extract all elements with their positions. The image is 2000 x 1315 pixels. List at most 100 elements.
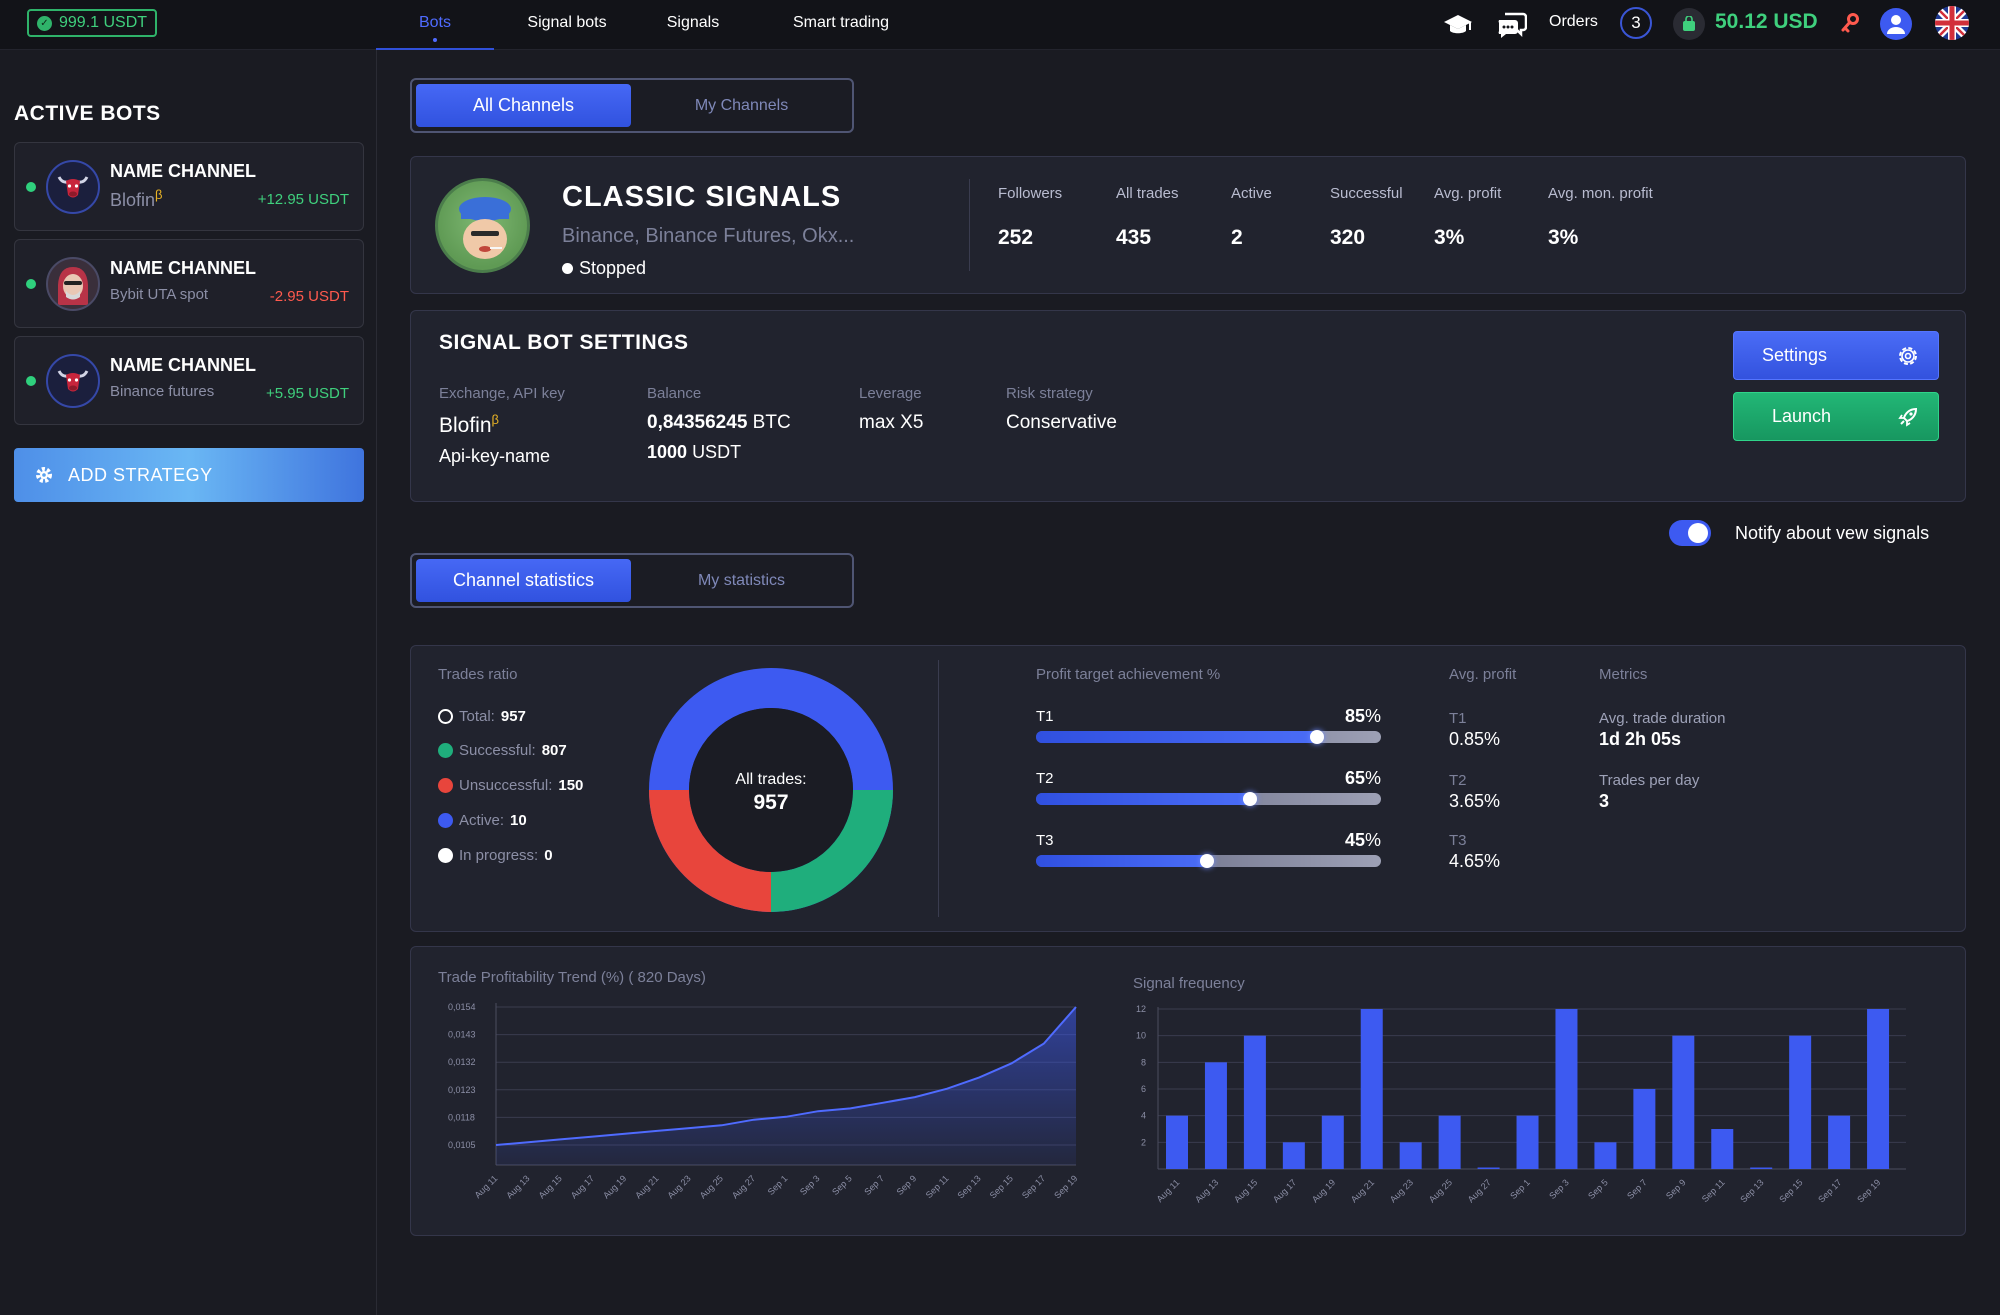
x-tick-label: Sep 9 <box>1664 1177 1688 1201</box>
chat-icon[interactable] <box>1496 9 1528 41</box>
x-tick-label: Sep 3 <box>1547 1177 1571 1201</box>
legend-in-progress: In progress: 0 <box>438 847 553 864</box>
frequency-bar <box>1516 1115 1539 1169</box>
channel-title: CLASSIC SIGNALS <box>562 181 842 213</box>
x-tick-label: Sep 5 <box>830 1173 854 1197</box>
balance: Balance 0,84356245 BTC 1000 USDT <box>647 385 791 462</box>
tab-all-channels[interactable]: All Channels <box>416 84 631 127</box>
channel-avatar <box>435 178 530 273</box>
x-tick-label: Aug 23 <box>1388 1177 1415 1204</box>
y-tick-label: 0,0105 <box>448 1140 476 1150</box>
stat-avg-profit: Avg. profit 3% <box>1434 185 1502 249</box>
target-t1: T1 85% <box>1036 706 1381 744</box>
stat-successful: Successful 320 <box>1330 185 1403 249</box>
legend-dot <box>438 778 453 793</box>
frequency-bar <box>1594 1142 1617 1169</box>
y-tick-label: 0,0154 <box>448 1002 476 1012</box>
sidebar-title: ACTIVE BOTS <box>14 102 161 125</box>
nav-smart-trading[interactable]: Smart trading <box>792 14 890 31</box>
status-dot <box>26 279 36 289</box>
legend-dot <box>438 848 453 863</box>
orders-label[interactable]: Orders <box>1549 13 1598 30</box>
top-bar: ✓ 999.1 USDT Bots Signal bots Signals Sm… <box>0 0 2000 50</box>
target-t3: T3 45% <box>1036 830 1381 868</box>
bot-card[interactable]: NAME CHANNEL Binance futures +5.95 USDT <box>14 336 364 425</box>
x-tick-label: Sep 1 <box>1508 1177 1532 1201</box>
legend-dot <box>438 709 453 724</box>
settings-title: SIGNAL BOT SETTINGS <box>439 331 689 354</box>
bot-pnl: +5.95 USDT <box>266 385 349 402</box>
x-tick-label: Sep 9 <box>895 1173 919 1197</box>
tab-my-channels[interactable]: My Channels <box>694 96 789 114</box>
x-tick-label: Aug 17 <box>1271 1177 1298 1204</box>
wallet-balance: 999.1 USDT <box>59 14 148 31</box>
x-tick-label: Aug 21 <box>633 1173 660 1200</box>
channel-info-panel: CLASSIC SIGNALS Binance, Binance Futures… <box>410 156 1966 294</box>
charts-panel: Trade Profitability Trend (%) ( 820 Days… <box>410 946 1966 1236</box>
bot-settings-panel: SIGNAL BOT SETTINGS Exchange, API key Bl… <box>410 310 1966 502</box>
x-tick-label: Aug 27 <box>730 1173 757 1200</box>
key-icon[interactable] <box>1840 12 1860 39</box>
y-tick-label: 0,0132 <box>448 1057 476 1067</box>
x-tick-label: Sep 19 <box>1052 1173 1079 1200</box>
bag-icon[interactable] <box>1673 8 1705 40</box>
launch-button[interactable]: Launch <box>1733 392 1939 441</box>
donut-unsuccessful-arc <box>649 789 772 912</box>
notify-toggle[interactable] <box>1669 520 1711 546</box>
x-tick-label: Sep 17 <box>1816 1177 1843 1204</box>
orders-count-badge[interactable]: 3 <box>1620 7 1652 39</box>
legend-unsuccessful: Unsuccessful: 150 <box>438 777 583 794</box>
tab-channel-statistics[interactable]: Channel statistics <box>416 559 631 602</box>
donut-center: All trades: 957 <box>735 771 807 814</box>
progress-knob <box>1310 730 1325 744</box>
bot-exchange: Bybit UTA spot <box>110 286 209 303</box>
bot-card[interactable]: NAME CHANNEL Blofinβ +12.95 USDT <box>14 142 364 231</box>
wallet-balance-chip[interactable]: ✓ 999.1 USDT <box>27 9 158 37</box>
sidebar: ACTIVE BOTS NAME CHANNEL Blofinβ +12.95 … <box>0 50 377 1315</box>
progress-fill <box>1036 855 1208 867</box>
usd-balance: 50.12 USD <box>1715 10 1818 33</box>
channel-tabs: All Channels My Channels <box>410 78 854 133</box>
avg-profit-t3: T3 4.65% <box>1449 832 1501 871</box>
nav-bots[interactable]: Bots <box>376 0 494 50</box>
coin-icon: ✓ <box>37 15 52 31</box>
add-strategy-button[interactable]: ADD STRATEGY <box>14 448 364 502</box>
nav-signals[interactable]: Signals <box>666 14 720 31</box>
y-tick-label: 2 <box>1141 1137 1146 1147</box>
progress-knob <box>1242 792 1257 806</box>
frequency-bar <box>1399 1142 1422 1169</box>
uk-flag-icon[interactable] <box>1935 6 1969 40</box>
progress-knob <box>1200 854 1215 868</box>
graduation-cap-icon[interactable] <box>1442 9 1474 41</box>
tab-my-statistics[interactable]: My statistics <box>697 571 786 589</box>
bot-card[interactable]: NAME CHANNEL Bybit UTA spot -2.95 USDT <box>14 239 364 328</box>
x-tick-label: Aug 23 <box>666 1173 693 1200</box>
gear-icon <box>36 467 52 483</box>
donut-successful-arc <box>770 789 893 912</box>
bot-name: NAME CHANNEL <box>110 258 256 278</box>
bull-avatar <box>46 160 100 214</box>
frequency-bar <box>1633 1089 1656 1169</box>
x-tick-label: Aug 25 <box>1427 1177 1454 1204</box>
x-tick-label: Sep 17 <box>1020 1173 1047 1200</box>
frequency-bar <box>1438 1115 1461 1169</box>
stat-followers: Followers 252 <box>998 185 1063 249</box>
user-icon[interactable] <box>1880 8 1912 40</box>
legend-successful: Successful: 807 <box>438 742 567 759</box>
nav-signal-bots[interactable]: Signal bots <box>527 14 607 31</box>
settings-button[interactable]: Settings <box>1733 331 1939 380</box>
y-tick-label: 0,0118 <box>448 1112 475 1122</box>
divider <box>938 660 939 917</box>
trend-line <box>495 1006 1077 1146</box>
x-tick-label: Sep 13 <box>1738 1177 1765 1204</box>
bot-name: NAME CHANNEL <box>110 355 256 375</box>
x-tick-label: Aug 11 <box>473 1173 500 1200</box>
frequency-bar <box>1789 1035 1812 1169</box>
stat-all-trades: All trades 435 <box>1116 185 1179 249</box>
legend-active: Active: 10 <box>438 812 527 829</box>
frequency-bar <box>1204 1062 1227 1169</box>
avg-profit-t2: T2 3.65% <box>1449 772 1501 811</box>
profit-target-title: Profit target achievement % <box>1036 666 1221 683</box>
x-tick-label: Sep 5 <box>1586 1177 1610 1201</box>
trend-chart: 0,0154 0,0143 0,0132 0,0123 0,0118 0,0105 Aug … <box>448 1002 1079 1201</box>
